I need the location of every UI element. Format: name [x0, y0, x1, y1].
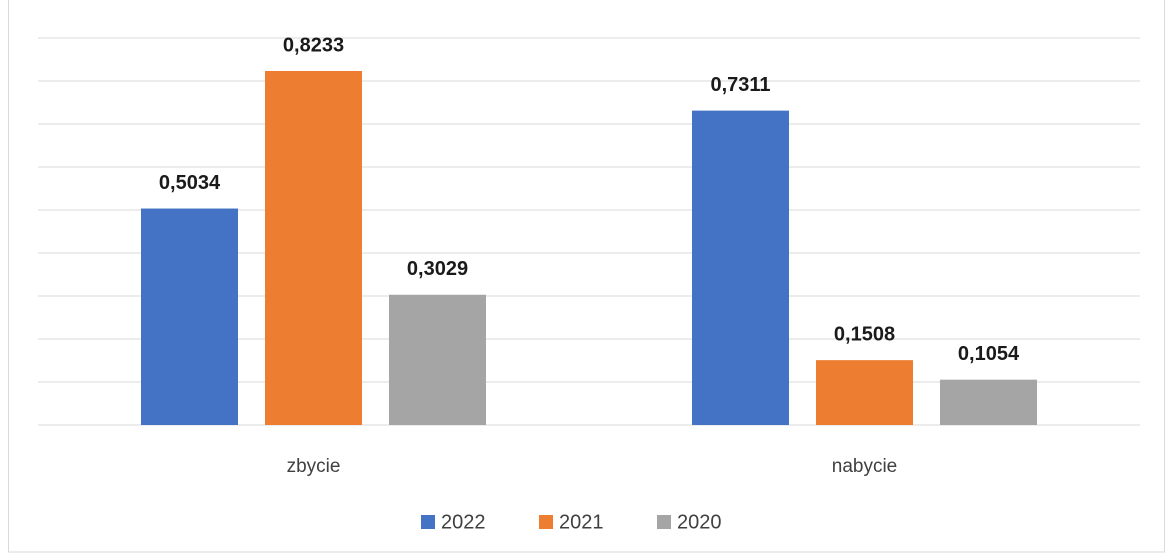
- x-tick-label: nabycie: [832, 456, 898, 477]
- legend-label: 2021: [559, 511, 604, 533]
- bar: [940, 379, 1037, 425]
- data-label: 0,3029: [407, 258, 468, 280]
- data-label: 0,7311: [710, 74, 770, 96]
- data-label: 0,5034: [159, 172, 221, 194]
- bar: [816, 360, 913, 425]
- legend-swatch: [657, 515, 671, 529]
- data-label: 0,8233: [283, 34, 344, 56]
- data-label: 0,1054: [958, 343, 1020, 365]
- legend-label: 2022: [441, 511, 486, 533]
- bar: [389, 294, 486, 425]
- x-tick-label: zbycie: [287, 456, 341, 477]
- legend-swatch: [421, 515, 435, 529]
- bar: [265, 70, 362, 425]
- data-label: 0,1508: [834, 323, 895, 345]
- legend-swatch: [539, 515, 553, 529]
- legend-label: 2020: [677, 511, 722, 533]
- bar: [692, 110, 789, 425]
- bar: [141, 208, 238, 425]
